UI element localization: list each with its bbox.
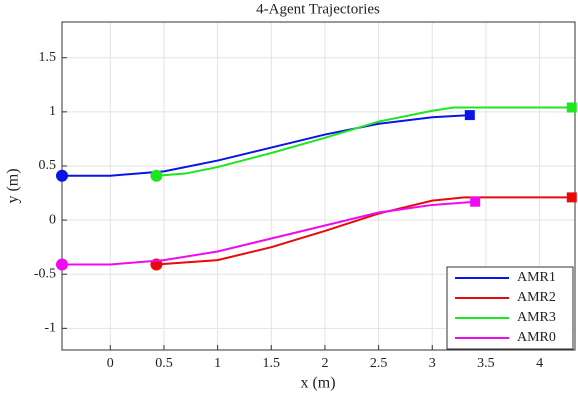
end-marker <box>464 110 475 121</box>
x-tick-label: 2 <box>321 356 328 371</box>
y-axis-label: y (m) <box>5 168 22 203</box>
x-axis-label: x (m) <box>300 375 335 392</box>
y-tick-label: -1 <box>44 321 56 336</box>
series-line <box>156 196 572 266</box>
start-marker <box>150 169 163 182</box>
x-tick-label: 4 <box>536 356 543 371</box>
plot-frame <box>61 21 576 351</box>
y-tick-label: 0 <box>49 212 56 227</box>
series-line <box>156 106 572 177</box>
y-tick-label: 1 <box>49 104 56 119</box>
x-tick-label: 2.5 <box>370 356 388 371</box>
legend-label: AMR1 <box>517 270 556 285</box>
start-marker <box>56 258 68 271</box>
x-tick-label: 3.5 <box>477 356 495 371</box>
x-tick-label: 3 <box>429 356 436 371</box>
legend-label: AMR3 <box>517 310 556 325</box>
series-line <box>62 114 470 177</box>
x-tick-label: 0 <box>107 356 114 371</box>
legend-label: AMR2 <box>517 290 556 305</box>
end-marker <box>566 192 577 203</box>
start-marker <box>56 169 68 182</box>
x-tick-label: 0.5 <box>155 356 173 371</box>
y-tick-label: -0.5 <box>34 266 56 281</box>
end-marker <box>470 196 481 207</box>
x-tick-label: 1 <box>214 356 221 371</box>
x-tick-label: 1.5 <box>263 356 281 371</box>
y-tick-label: 1.5 <box>39 50 57 65</box>
y-tick-label: 0.5 <box>39 158 57 173</box>
end-marker <box>566 102 577 113</box>
chart-title: 4-Agent Trajectories <box>256 1 380 17</box>
legend-box <box>446 266 574 350</box>
series-line <box>62 200 476 266</box>
legend-label: AMR0 <box>517 330 556 345</box>
